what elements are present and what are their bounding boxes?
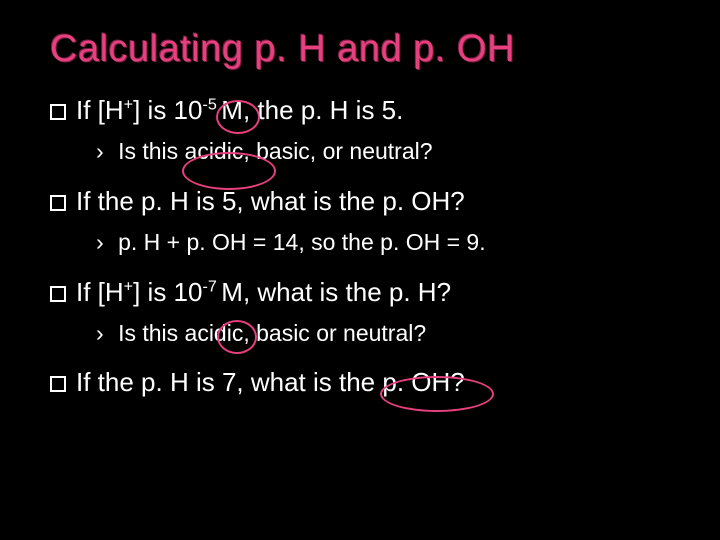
- sub-bullet-1: › Is this acidic, basic, or neutral?: [96, 138, 670, 166]
- square-bullet-icon: [50, 104, 66, 120]
- sub-bullet-3: › Is this acidic, basic or neutral?: [96, 320, 670, 348]
- bullet-3-text: If [H+] is 10-7 M, what is the p. H?: [76, 277, 451, 308]
- sub-bullet-2: › p. H + p. OH = 14, so the p. OH = 9.: [96, 229, 670, 257]
- text-fragment: If [H: [76, 277, 124, 307]
- bullet-1: If [H+] is 10-5 M, the p. H is 5.: [50, 95, 670, 126]
- angle-marker-icon: ›: [96, 320, 104, 346]
- bullet-2: If the p. H is 5, what is the p. OH?: [50, 186, 670, 217]
- text-fragment: ] is 10: [133, 95, 202, 125]
- sub-1-text: Is this acidic, basic, or neutral?: [118, 138, 432, 164]
- title-text: Calculating p. H and p. OH: [50, 28, 515, 70]
- square-bullet-icon: [50, 286, 66, 302]
- bullet-4: If the p. H is 7, what is the p. OH?: [50, 367, 670, 398]
- superscript: +: [124, 95, 133, 113]
- superscript: -7: [202, 277, 221, 295]
- slide-title: Calculating p. H and p. OH: [50, 28, 670, 71]
- bullet-2-text: If the p. H is 5, what is the p. OH?: [76, 186, 465, 217]
- angle-marker-icon: ›: [96, 229, 104, 255]
- text-fragment: M, what is the p. H?: [221, 277, 451, 307]
- text-fragment: ] is 10: [133, 277, 202, 307]
- superscript: +: [124, 277, 133, 295]
- text-fragment: If [H: [76, 95, 124, 125]
- angle-marker-icon: ›: [96, 138, 104, 164]
- square-bullet-icon: [50, 195, 66, 211]
- bullet-1-text: If [H+] is 10-5 M, the p. H is 5.: [76, 95, 403, 126]
- square-bullet-icon: [50, 376, 66, 392]
- sub-2-text: p. H + p. OH = 14, so the p. OH = 9.: [118, 229, 486, 255]
- text-fragment: If the p. H is 5, what is the p. OH?: [76, 186, 465, 216]
- superscript: -5: [202, 95, 221, 113]
- bullet-4-text: If the p. H is 7, what is the p. OH?: [76, 367, 465, 398]
- text-fragment: If the p. H is 7, what is the p. OH?: [76, 367, 465, 397]
- text-fragment: M, the p. H is 5.: [221, 95, 403, 125]
- slide: Calculating p. H and p. OH If [H+] is 10…: [0, 0, 720, 540]
- bullet-3: If [H+] is 10-7 M, what is the p. H?: [50, 277, 670, 308]
- sub-3-text: Is this acidic, basic or neutral?: [118, 320, 426, 346]
